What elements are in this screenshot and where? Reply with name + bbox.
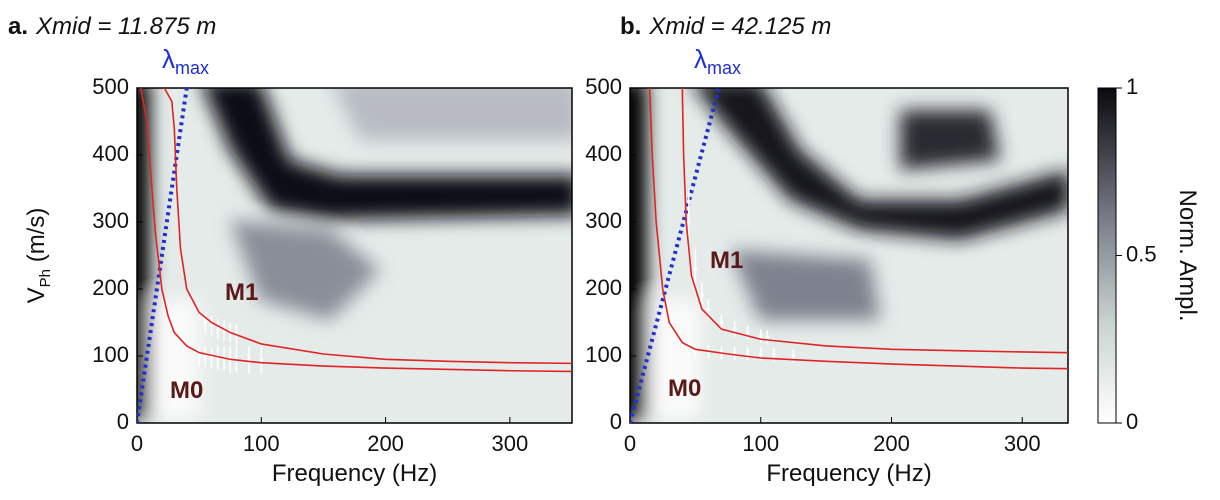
mode-label: M1	[710, 247, 743, 274]
pick-point	[791, 354, 796, 358]
lambda-max-line	[630, 88, 721, 423]
pick-point	[203, 320, 208, 325]
y-label-sub: Ph	[37, 269, 54, 287]
colorbar	[1097, 87, 1117, 424]
panel-title: a. Xmid = 11.875 m	[8, 13, 216, 40]
pick-point	[259, 358, 264, 362]
panel-label: a.	[8, 13, 28, 40]
y-tick-label: 400	[92, 141, 129, 166]
y-tick-label: 0	[610, 409, 622, 434]
lambda-symbol: λ	[694, 44, 707, 74]
panel-label: b.	[620, 13, 641, 40]
colorbar-tick-label: 1	[1126, 74, 1138, 99]
lambda-label: λmax	[162, 44, 209, 78]
y-tick-label: 400	[585, 141, 622, 166]
y-tick-label: 500	[92, 74, 129, 99]
pick-point	[758, 352, 763, 356]
x-tick-label: 300	[1004, 431, 1041, 456]
y-tick-label: 0	[117, 409, 129, 434]
pick-point	[758, 334, 763, 338]
pick-point	[215, 327, 220, 332]
y-tick-label: 500	[585, 74, 622, 99]
pick-point	[197, 354, 201, 358]
colorbar-label: Norm. Ampl.	[1174, 189, 1201, 321]
mode-label: M1	[225, 279, 258, 306]
pick-point	[765, 335, 770, 340]
lambda-symbol: λ	[162, 44, 175, 74]
pick-point	[745, 330, 750, 335]
mode-curve	[681, 88, 1068, 354]
y-tick-label: 200	[92, 275, 129, 300]
y-tick-label: 100	[585, 342, 622, 367]
y-label-main: V	[23, 287, 50, 303]
amplitude-image	[630, 88, 1068, 423]
pick-point	[700, 293, 704, 298]
y-tick-label: 300	[92, 208, 129, 233]
x-axis-label: Frequency (Hz)	[272, 460, 437, 487]
pick-point	[772, 352, 776, 357]
mode-curve	[163, 88, 572, 365]
plot-content	[137, 88, 572, 423]
lambda-sub: max	[707, 58, 741, 78]
x-tick-label: 0	[624, 431, 636, 456]
plot-frame	[136, 87, 573, 424]
plot-content	[630, 88, 1068, 423]
colorbar-tick-label: 0.5	[1126, 241, 1157, 266]
title-text: Xmid = 11.875 m	[35, 13, 216, 40]
mode-label: M0	[170, 377, 203, 404]
pick-point	[706, 307, 711, 311]
pick-point	[209, 355, 214, 360]
title-text: Xmid = 42.125 m	[648, 13, 831, 40]
x-tick-label: 200	[367, 431, 404, 456]
y-axis-label: VPh (m/s)	[23, 208, 54, 304]
pick-point	[745, 352, 750, 356]
mode-curve	[139, 88, 572, 373]
mode-curve	[648, 88, 1068, 370]
lambda-max-line	[137, 88, 189, 423]
colorbar-tick-label: 0	[1126, 409, 1138, 434]
lambda-label: λmax	[694, 44, 741, 78]
lambda-sub: max	[175, 58, 209, 78]
pick-point	[687, 220, 691, 224]
pick-point	[732, 327, 737, 332]
pick-point	[693, 267, 698, 271]
x-tick-label: 0	[131, 431, 143, 456]
y-tick-label: 100	[92, 342, 129, 367]
x-tick-label: 300	[491, 431, 528, 456]
x-tick-label: 200	[873, 431, 910, 456]
x-axis-label: Frequency (Hz)	[766, 460, 931, 487]
pick-point	[209, 324, 214, 328]
pick-point	[203, 354, 208, 359]
x-tick-label: 100	[742, 431, 779, 456]
y-label-rest: (m/s)	[23, 208, 50, 269]
y-tick-label: 300	[585, 208, 622, 233]
panel-title: b. Xmid = 42.125 m	[620, 13, 831, 40]
pick-point	[693, 349, 698, 354]
plot-frame	[629, 87, 1069, 424]
x-tick-label: 100	[243, 431, 280, 456]
y-tick-label: 200	[585, 275, 622, 300]
pick-point	[719, 320, 724, 325]
pick-point	[687, 348, 691, 353]
mode-label: M0	[668, 375, 701, 402]
